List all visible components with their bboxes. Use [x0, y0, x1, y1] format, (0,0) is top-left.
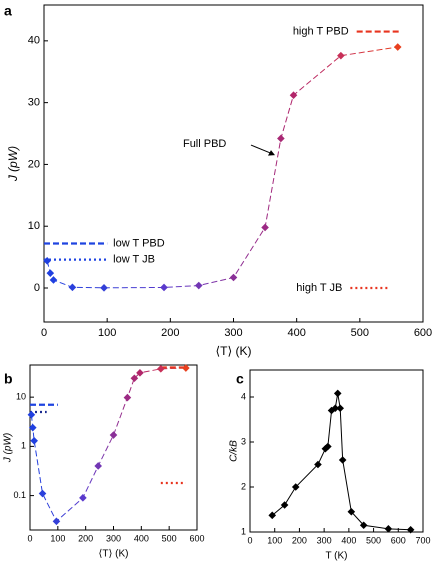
data-point — [324, 442, 332, 451]
x-tick-label: 600 — [189, 533, 204, 543]
data-point — [79, 494, 87, 502]
x-tick-label: 600 — [391, 535, 406, 545]
data-point — [359, 521, 368, 530]
x-tick-label: 100 — [267, 535, 282, 545]
x-tick-label: 600 — [414, 327, 432, 339]
data-point — [46, 269, 55, 277]
data-point — [280, 501, 289, 509]
y-axis-label: J (pW) — [3, 433, 14, 463]
plot-frame — [249, 369, 424, 533]
data-point — [160, 283, 168, 292]
reference-label: low T PBD — [113, 237, 165, 249]
data-point — [291, 483, 300, 491]
x-tick-label: 200 — [161, 327, 179, 339]
data-point — [194, 281, 203, 290]
data-point — [333, 389, 342, 398]
x-tick-label: 100 — [98, 327, 116, 339]
x-tick-label: 500 — [162, 533, 177, 543]
data-point — [406, 525, 415, 534]
x-axis-label: T (K) — [325, 551, 347, 562]
x-tick-label: 200 — [292, 535, 307, 545]
panel-label: a — [4, 3, 12, 19]
x-tick-label: 200 — [78, 533, 93, 543]
series-line — [30, 367, 186, 523]
x-tick-label: 700 — [415, 535, 430, 545]
data-point — [347, 507, 356, 516]
y-tick-label: 3 — [241, 436, 246, 446]
annotation-arrow — [250, 144, 274, 155]
y-tick-label: 0 — [34, 282, 40, 294]
data-point — [337, 51, 345, 60]
y-tick-label: 1 — [241, 526, 246, 536]
reference-label: low T JB — [113, 253, 155, 265]
arrow-head — [267, 150, 275, 156]
data-point — [123, 393, 132, 402]
x-tick-label: 400 — [134, 533, 149, 543]
y-axis-label: J (pW) — [6, 146, 20, 182]
plot-frame — [29, 364, 198, 531]
data-point — [229, 273, 238, 282]
data-point — [136, 369, 144, 377]
data-point — [38, 489, 47, 498]
data-point — [277, 134, 285, 143]
x-tick-label: 0 — [41, 327, 47, 339]
data-point — [182, 364, 190, 372]
x-axis-label: ⟨T⟩ (K) — [98, 549, 128, 560]
x-tick-label: 300 — [106, 533, 121, 543]
data-point — [27, 410, 36, 419]
data-point — [94, 462, 102, 470]
x-axis-label: ⟨T⟩ (K) — [215, 344, 251, 358]
reference-label: high T JB — [296, 282, 342, 294]
data-point — [130, 374, 139, 383]
x-tick-label: 500 — [366, 535, 381, 545]
data-point — [157, 365, 165, 373]
y-tick-label: 30 — [28, 97, 40, 109]
data-point — [289, 91, 298, 100]
y-tick-label: 1 — [21, 441, 26, 451]
y-tick-label: 10 — [16, 392, 26, 402]
x-tick-label: 0 — [27, 533, 32, 543]
x-tick-label: 300 — [317, 535, 332, 545]
data-point — [268, 511, 277, 520]
y-tick-label: 20 — [28, 158, 40, 170]
y-tick-label: 40 — [28, 35, 40, 47]
series-line — [46, 46, 398, 289]
annotation: Full PBD — [183, 138, 226, 150]
data-point — [52, 517, 61, 526]
x-tick-label: 0 — [247, 535, 252, 545]
reference-label: high T PBD — [293, 25, 349, 37]
data-point — [331, 404, 340, 413]
data-point — [43, 257, 51, 265]
data-point — [336, 404, 345, 413]
data-point — [49, 276, 58, 284]
x-tick-label: 400 — [287, 327, 305, 339]
y-tick-label: 10 — [28, 220, 40, 232]
x-tick-label: 500 — [351, 327, 369, 339]
data-point — [384, 525, 393, 533]
x-tick-label: 400 — [341, 535, 356, 545]
data-point — [30, 436, 38, 445]
panel-label: c — [236, 371, 244, 387]
data-point — [100, 284, 108, 292]
data-point — [28, 423, 37, 432]
panel-label: b — [4, 371, 13, 387]
x-tick-label: 300 — [224, 327, 242, 339]
y-tick-label: 2 — [241, 481, 246, 491]
data-point — [68, 283, 77, 292]
data-point — [327, 406, 336, 415]
data-point — [393, 43, 402, 51]
y-tick-label: 4 — [241, 391, 246, 401]
x-tick-label: 100 — [50, 533, 65, 543]
data-point — [338, 456, 347, 464]
data-point — [109, 431, 118, 439]
data-point — [261, 223, 269, 232]
y-axis-label: C/kB — [229, 440, 240, 462]
data-point — [314, 460, 322, 469]
y-tick-label: 0.1 — [13, 490, 26, 500]
